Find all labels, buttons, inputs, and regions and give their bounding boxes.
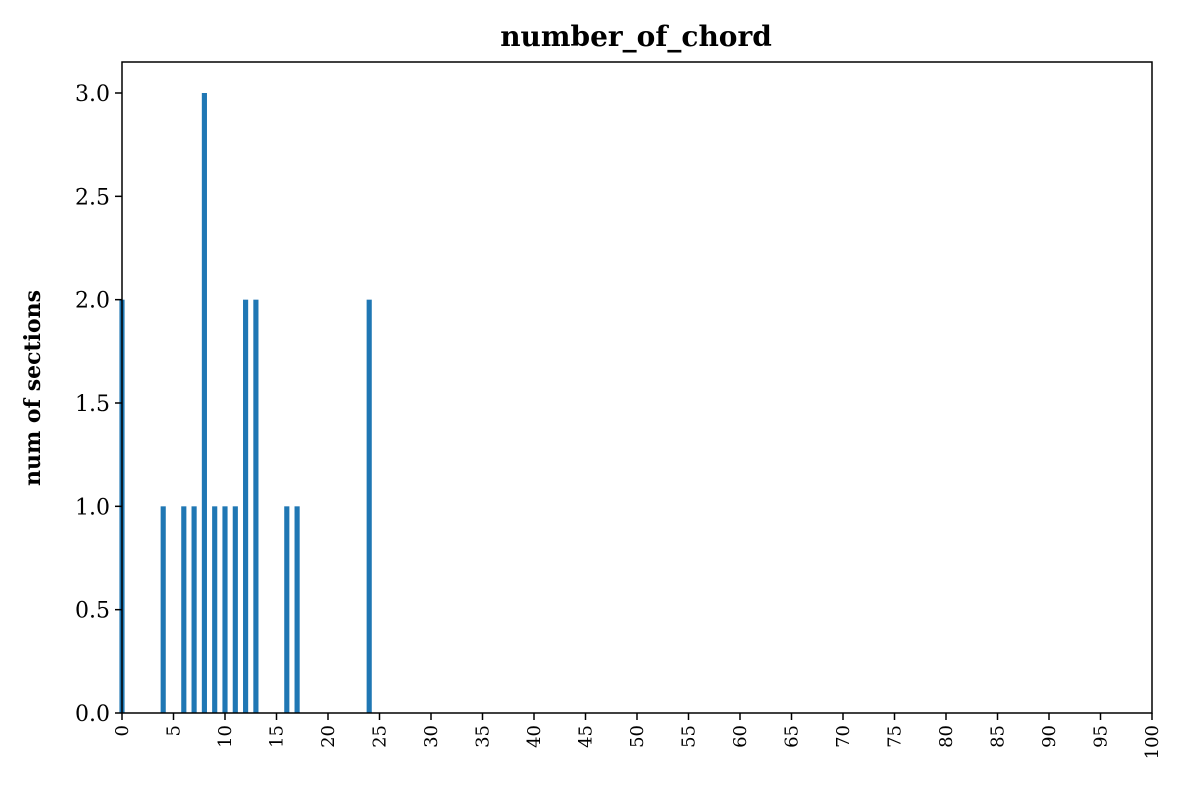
y-tick-label: 1.5 [75,392,110,417]
x-tick-label: 95 [1091,725,1112,748]
x-tick-label: 65 [782,725,803,748]
bar [243,299,249,713]
bar [201,93,207,713]
x-tick-label: 60 [730,725,751,748]
bar [160,506,166,713]
x-tick-label: 75 [885,725,906,748]
y-axis-label: num of sections [20,290,46,486]
x-tick-label: 25 [370,725,391,748]
x-tick-label: 40 [524,725,545,748]
bar [253,299,259,713]
bar [232,506,238,713]
y-tick-label: 3.0 [75,82,110,107]
x-tick-label: 70 [833,725,854,748]
bar [191,506,197,713]
x-tick-label: 30 [421,725,442,748]
y-tick-label: 0.5 [75,599,110,624]
bar [284,506,290,713]
y-tick-label: 2.5 [75,185,110,210]
x-tick-label: 85 [988,725,1009,748]
bars-group [119,93,372,713]
x-tick-label: 15 [267,725,288,748]
bar [212,506,218,713]
y-tick-label: 2.0 [75,289,110,314]
x-tick-label: 5 [164,725,185,736]
bar [181,506,187,713]
chart-title: number_of_chord [500,20,772,53]
x-tick-label: 10 [215,725,236,748]
x-tick-label: 100 [1142,725,1163,759]
bar [294,506,300,713]
x-tick-label: 35 [473,725,494,748]
x-tick-label: 55 [679,725,700,748]
plot-frame [121,61,1153,714]
bar [222,506,228,713]
x-tick-label: 80 [936,725,957,748]
bar [366,299,372,713]
y-tick-label: 0.0 [75,702,110,727]
x-tick-label: 50 [627,725,648,748]
x-tick-label: 0 [112,725,133,736]
x-tick-label: 20 [318,725,339,748]
x-tick-label: 90 [1039,725,1060,748]
y-tick-label: 1.0 [75,495,110,520]
x-axis-ticks: 0 5 10 15 20 25 30 35 40 45 50 55 60 65 70 75 80 85 90 95 10… [112,713,1163,759]
x-tick-label: 45 [576,725,597,748]
y-axis-ticks: 0.0 0.5 1.0 1.5 2.0 2.5 3.0 [75,82,122,727]
